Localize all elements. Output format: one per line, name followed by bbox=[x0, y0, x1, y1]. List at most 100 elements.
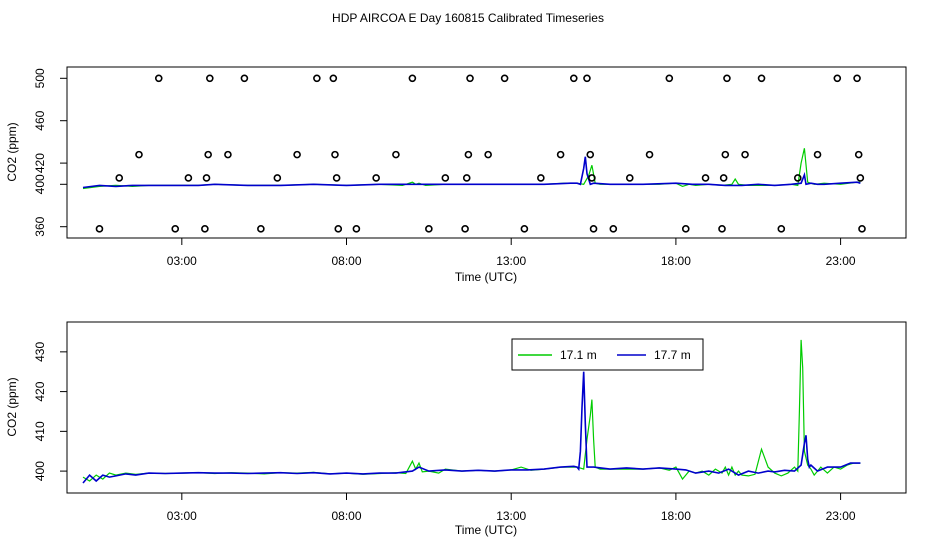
x-tick-label: 13:00 bbox=[496, 509, 526, 523]
calibration-point bbox=[853, 74, 861, 83]
calibration-point bbox=[461, 225, 469, 233]
calibration-point bbox=[201, 225, 209, 233]
x-tick-label: 18:00 bbox=[661, 509, 691, 523]
calibration-point bbox=[718, 225, 726, 233]
calibration-point bbox=[464, 150, 473, 159]
calibration-point bbox=[466, 74, 474, 83]
calibration-point bbox=[681, 225, 690, 233]
series-line-blue bbox=[82, 156, 861, 189]
calibration-point bbox=[719, 174, 728, 182]
calibration-point bbox=[583, 74, 591, 83]
calibration-point bbox=[332, 174, 341, 182]
calibration-point bbox=[331, 150, 339, 159]
calibration-point bbox=[537, 174, 545, 182]
calibration-point bbox=[425, 225, 433, 233]
calibration-point bbox=[569, 74, 578, 83]
calibration-point bbox=[408, 74, 417, 83]
calibration-point bbox=[95, 225, 104, 233]
calibration-point bbox=[135, 150, 143, 159]
calibration-point bbox=[833, 74, 842, 83]
calibration-point bbox=[171, 225, 180, 233]
y-tick-label: 420 bbox=[33, 381, 47, 401]
calibration-point bbox=[856, 174, 865, 182]
y-tick-label: 400 bbox=[33, 461, 47, 481]
y-tick-label: 410 bbox=[33, 421, 47, 441]
calibration-point bbox=[645, 150, 654, 159]
y-tick-label: 430 bbox=[33, 342, 47, 362]
calibration-point bbox=[723, 74, 731, 83]
x-tick-label: 13:00 bbox=[496, 254, 526, 268]
calibration-point bbox=[206, 74, 214, 83]
y-tick-label: 460 bbox=[33, 110, 47, 130]
legend-label-17-7m: 17.7 m bbox=[654, 348, 691, 362]
x-tick-label: 08:00 bbox=[331, 254, 361, 268]
calibration-point bbox=[313, 74, 321, 83]
top-plot-frame bbox=[66, 66, 907, 239]
calibration-point bbox=[115, 174, 124, 182]
calibration-point bbox=[352, 225, 361, 233]
calibration-point bbox=[757, 74, 766, 83]
calibration-point bbox=[293, 150, 301, 159]
x-tick-label: 18:00 bbox=[661, 254, 691, 268]
calibration-point bbox=[224, 150, 232, 159]
chart-title: HDP AIRCOA E Day 160815 Calibrated Times… bbox=[332, 11, 604, 25]
bottom-panel: Time (UTC) CO2 (ppm) 03:00 08:00 13:00 18:0… bbox=[5, 321, 907, 537]
calibration-point bbox=[777, 225, 786, 233]
calibration-point bbox=[257, 225, 265, 233]
calibration-point bbox=[334, 225, 343, 233]
calibration-point bbox=[462, 174, 471, 182]
bottom-series bbox=[82, 339, 861, 484]
calibration-point bbox=[588, 174, 596, 182]
top-x-ticks: 03:00 08:00 13:00 18:00 23:00 bbox=[167, 238, 856, 268]
calibration-point bbox=[625, 174, 634, 182]
calibration-point bbox=[854, 150, 863, 159]
bottom-x-ticks: 03:00 08:00 13:00 18:00 23:00 bbox=[167, 493, 856, 523]
calibration-point bbox=[202, 174, 211, 182]
calibration-point bbox=[813, 150, 822, 159]
calibration-point bbox=[154, 74, 163, 83]
top-y-axis-label: CO2 (ppm) bbox=[5, 122, 19, 181]
calibration-point bbox=[701, 174, 710, 182]
y-tick-label: 400 bbox=[33, 174, 47, 194]
calibration-point bbox=[586, 150, 595, 159]
y-tick-label: 360 bbox=[33, 216, 47, 236]
y-tick-label: 420 bbox=[33, 153, 47, 173]
calibration-point bbox=[609, 225, 618, 233]
calibration-point bbox=[721, 150, 730, 159]
x-tick-label: 23:00 bbox=[826, 254, 856, 268]
calibration-point bbox=[273, 174, 282, 182]
top-calibration-points bbox=[95, 74, 866, 233]
top-panel: Time (UTC) CO2 (ppm) 03:00 08:00 13:00 18:0… bbox=[5, 66, 907, 284]
bottom-y-axis-label: CO2 (ppm) bbox=[5, 377, 19, 436]
series-line-green bbox=[82, 339, 861, 482]
calibration-point bbox=[500, 74, 509, 83]
calibration-point bbox=[793, 174, 802, 182]
calibration-point bbox=[329, 74, 338, 83]
calibration-point bbox=[240, 74, 249, 83]
calibration-point bbox=[741, 150, 749, 159]
calibration-point bbox=[665, 74, 674, 83]
calibration-point bbox=[204, 150, 212, 159]
top-series bbox=[82, 148, 861, 190]
x-tick-label: 23:00 bbox=[826, 509, 856, 523]
legend-label-17-1m: 17.1 m bbox=[560, 348, 597, 362]
x-tick-label: 03:00 bbox=[167, 254, 197, 268]
bottom-x-axis-label: Time (UTC) bbox=[455, 523, 517, 537]
y-tick-label: 500 bbox=[33, 68, 47, 88]
x-tick-label: 03:00 bbox=[167, 509, 197, 523]
calibration-point bbox=[372, 174, 380, 182]
series-line-blue bbox=[82, 371, 861, 484]
calibration-point bbox=[184, 174, 193, 182]
calibration-point bbox=[441, 174, 450, 182]
calibration-point bbox=[520, 225, 529, 233]
calibration-point bbox=[556, 150, 565, 159]
calibration-point bbox=[484, 150, 492, 159]
legend: 17.1 m 17.7 m bbox=[511, 338, 704, 371]
calibration-point bbox=[589, 225, 598, 233]
calibration-point bbox=[858, 225, 866, 233]
top-x-axis-label: Time (UTC) bbox=[455, 270, 517, 284]
bottom-y-ticks: 400 410 420 430 bbox=[33, 342, 67, 481]
x-tick-label: 08:00 bbox=[331, 509, 361, 523]
